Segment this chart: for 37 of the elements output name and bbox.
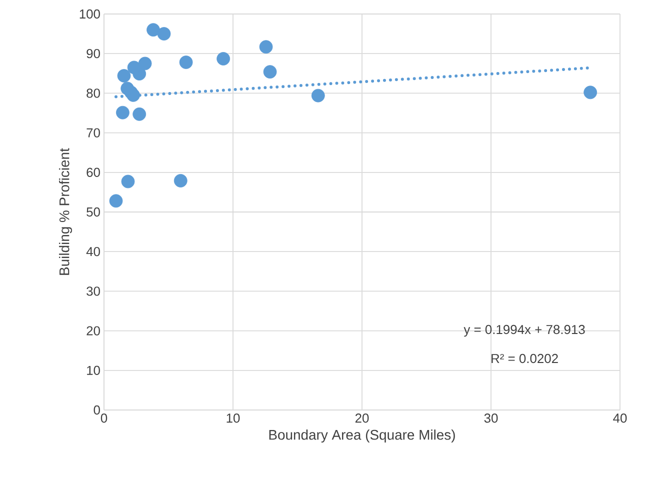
point — [116, 106, 130, 120]
y-tick-label: 0 — [94, 405, 100, 415]
x-tick-label: 0 — [100, 414, 108, 423]
y-tick-label: 40 — [86, 247, 100, 256]
point — [263, 65, 277, 79]
y-tick-label: 90 — [86, 49, 100, 58]
point — [146, 23, 160, 37]
y-tick-label: 50 — [86, 207, 100, 217]
point — [127, 60, 141, 74]
point — [138, 56, 152, 70]
y-tick-label: 70 — [86, 128, 100, 138]
x-tick-label: 30 — [484, 414, 498, 423]
point — [109, 194, 123, 208]
y-tick-label: 80 — [86, 88, 100, 98]
point — [216, 52, 230, 66]
x-axis-title: Boundary Area (Square Miles) — [269, 430, 455, 443]
x-tick-label: 40 — [613, 414, 627, 423]
point — [584, 86, 598, 100]
y-tick-label: 20 — [86, 326, 100, 336]
y-tick-label: 30 — [86, 286, 100, 296]
y-tick-label: 10 — [87, 366, 100, 375]
point — [157, 27, 171, 40]
annotation: R² = 0.0202 — [492, 354, 558, 364]
point — [121, 174, 135, 188]
point — [311, 88, 325, 102]
x-tick-label: 10 — [226, 414, 240, 423]
point — [174, 174, 188, 188]
y-axis-title: Building % Proficient — [59, 148, 72, 275]
y-tick-label: 60 — [86, 168, 100, 177]
point — [259, 40, 273, 54]
annotation: y = 0.1994x + 78.913 — [464, 324, 585, 337]
point — [117, 69, 131, 82]
point — [120, 82, 134, 96]
point — [132, 107, 146, 121]
point — [179, 56, 193, 70]
y-tick-label: 100 — [80, 9, 100, 19]
x-tick-label: 20 — [355, 414, 369, 423]
